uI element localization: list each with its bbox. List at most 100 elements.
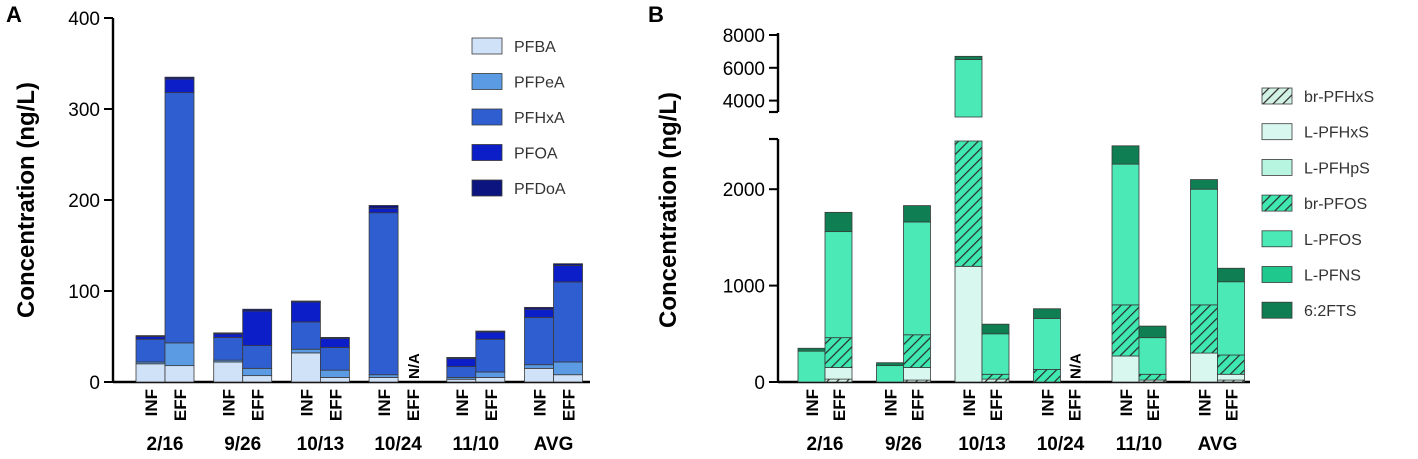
- bar-segment-pfba: [475, 377, 506, 383]
- sub-label-eff: EFF: [171, 389, 190, 421]
- bar-segment-l-pfos: [797, 350, 826, 383]
- sub-label-eff: EFF: [404, 389, 423, 421]
- sub-label-eff: EFF: [1223, 389, 1242, 421]
- legend-swatch-6:2fts: [1261, 301, 1293, 319]
- bar-segment-pfhxa: [290, 321, 321, 350]
- bar-segment-pfhxa: [368, 212, 399, 376]
- y-tick-label: 0: [89, 373, 100, 394]
- sub-label-eff: EFF: [830, 389, 849, 421]
- group-label: AVG: [1198, 434, 1238, 455]
- bar-segment-pfhxa: [524, 316, 554, 366]
- bar-segment-6:2fts: [1111, 145, 1140, 165]
- bar-segment-pfhxa: [446, 366, 477, 378]
- sub-label-inf: INF: [1196, 389, 1215, 416]
- legend-swatch-br-pfos: [1261, 194, 1293, 212]
- bar-segment-l-pfos: [1217, 281, 1245, 356]
- legend-label-l-pfhps: L-PFHpS: [1304, 160, 1370, 177]
- bar-segment-pfdoa: [368, 205, 399, 209]
- group-label: 11/10: [453, 434, 500, 455]
- na-label: N/A: [406, 353, 423, 379]
- legend-label-br-pfos: br-PFOS: [1304, 196, 1367, 213]
- bar-segment-pfdoa: [524, 306, 554, 310]
- bar-segment-l-pfos: [876, 365, 904, 383]
- sub-label-inf: INF: [960, 389, 979, 416]
- bar-segment-br-pfos: [1190, 304, 1218, 354]
- bar-segment-br-pfhxs: [824, 378, 853, 383]
- panel-letter-a: A: [6, 2, 22, 27]
- legend-label-l-pfos: L-PFOS: [1304, 232, 1362, 249]
- sub-label-eff: EFF: [909, 389, 928, 421]
- bar-segment-br-pfos: [954, 140, 983, 267]
- bar-segment-pfhxa: [553, 281, 583, 363]
- y-tick-label: 2000: [723, 180, 765, 201]
- bar-segment-6:2fts: [824, 211, 853, 233]
- bar-segment-pfoa: [213, 333, 244, 338]
- bar-segment-l-pfhxs: [1111, 355, 1140, 383]
- bar-segment-pfba: [290, 352, 321, 383]
- bar-segment-br-pfos: [1111, 304, 1140, 357]
- bar-segment-pfpea: [553, 361, 583, 376]
- bar-segment-pfhxa: [135, 338, 166, 363]
- legend-label-pfpea: PFPeA: [514, 75, 565, 92]
- bar-segment-l-pfhxs: [903, 367, 931, 381]
- bar-segment-pfdoa: [475, 330, 506, 333]
- bar-segment-pfba: [164, 365, 195, 383]
- y-tick-label: 0: [754, 373, 765, 394]
- legend-swatch-l-pfos: [1261, 230, 1293, 248]
- sub-label-eff: EFF: [326, 389, 345, 421]
- legend-swatch-l-pfhps: [1261, 158, 1293, 176]
- legend-swatch-pfba: [471, 37, 503, 55]
- sub-label-inf: INF: [531, 389, 550, 416]
- y-axis-label: Concentration (ng/L): [13, 82, 40, 318]
- bar-segment-br-pfhxs: [981, 378, 1010, 383]
- sub-label-eff: EFF: [987, 389, 1006, 421]
- bar-segment-pfhxa: [164, 92, 195, 344]
- bar-segment-pfoa: [368, 207, 399, 214]
- sub-label-inf: INF: [297, 389, 316, 416]
- y-axis-label: Concentration (ng/L): [655, 92, 682, 328]
- bar-segment-l-pfos: [981, 333, 1010, 375]
- bar-segment-pfhxa: [319, 347, 350, 371]
- bar-segment-pfba: [446, 378, 477, 383]
- bar-segment-pfdoa: [553, 263, 583, 266]
- bar-segment-l-pfhxs: [824, 367, 853, 380]
- bar-segment-l-pfhxs: [1217, 373, 1245, 381]
- bar-segment-6:2fts: [1190, 179, 1218, 190]
- bar-segment-pfpea: [242, 367, 273, 377]
- legend-swatch-l-pfhxs: [1261, 123, 1293, 141]
- bar-segment-pfoa: [135, 336, 166, 340]
- sub-label-inf: INF: [1117, 389, 1136, 416]
- bar-segment-l-pfhxs: [1190, 352, 1218, 383]
- bar-segment-l-pfos-upper: [954, 59, 983, 118]
- bar-segment-pfdoa: [135, 335, 166, 337]
- y-tick-label: 100: [68, 282, 100, 303]
- panel-a: A 0 100 200 300 400 Concentration (ng/L) INF EFF…: [6, 2, 590, 455]
- bar-segment-pfoa: [319, 337, 350, 348]
- sub-label-eff: EFF: [1144, 389, 1163, 421]
- bar-segment-br-pfos: [1138, 373, 1167, 381]
- bar-segment-l-pfos: [1111, 163, 1140, 306]
- bar-segment-pfdoa: [242, 308, 273, 312]
- group-label: AVG: [534, 434, 574, 455]
- bar-segment-6:2fts: [1033, 308, 1061, 319]
- bar-segment-pfba: [135, 363, 166, 383]
- group-label: 10/24: [1037, 434, 1085, 455]
- sub-label-inf: INF: [1039, 389, 1058, 416]
- legend-label-l-pfns: L-PFNS: [1304, 268, 1361, 285]
- bar-segment-pfoa: [164, 78, 195, 94]
- group-label: 11/10: [1116, 434, 1163, 455]
- bar-segment-6:2fts: [981, 323, 1010, 335]
- bar-segment-l-pfos: [1033, 317, 1061, 370]
- legend-swatch-pfdoa: [471, 179, 503, 197]
- panel-letter-b: B: [648, 2, 664, 27]
- bar-segment-6:2fts: [1217, 267, 1245, 283]
- sub-label-inf: INF: [803, 389, 822, 416]
- bar-segment-pfba: [319, 377, 350, 383]
- legend-label-6:2fts: 6:2FTS: [1304, 303, 1356, 320]
- sub-label-eff: EFF: [1066, 389, 1085, 421]
- bar-segment-pfba: [213, 361, 244, 383]
- bar-segment-br-pfos: [981, 373, 1010, 380]
- y-tick-label: 4000: [723, 92, 765, 113]
- legend-swatch-br-pfhxs: [1261, 87, 1293, 105]
- bar-segment-pfoa: [524, 308, 554, 318]
